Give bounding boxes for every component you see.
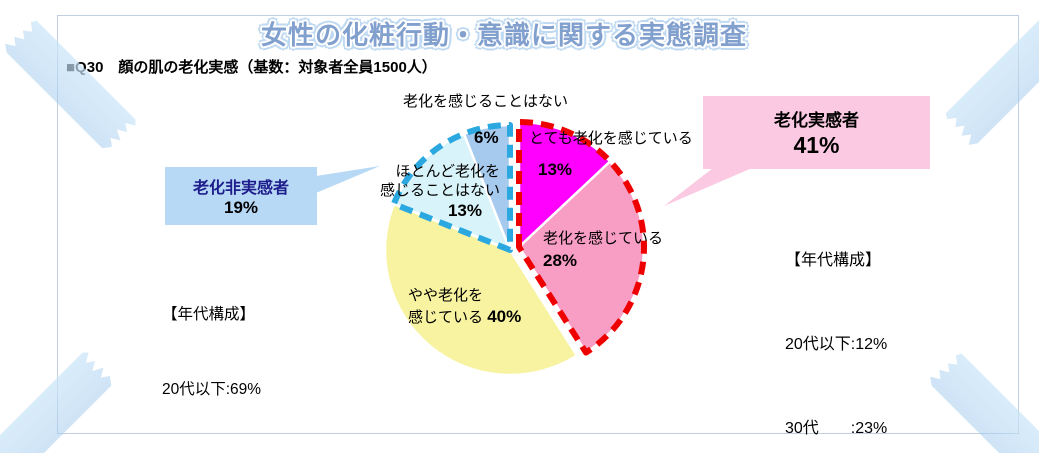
callout-not-aging-title: 老化非実感者 (192, 180, 289, 197)
bubble-tail-not-aging (316, 166, 380, 193)
question-heading: ■Q30 顔の肌の老化実感（基数：対象者全員1500人） (66, 59, 437, 76)
slice-pct-very-aging: 13% (538, 160, 573, 179)
age-row: 20代以下:69% (162, 381, 262, 398)
bubble-tail-aging (664, 168, 752, 206)
slice-label-somewhat-aging: やや老化を 感じている 40% (408, 285, 521, 328)
callout-aging-title: 老化実感者 (774, 111, 859, 130)
page-title: 女性の化粧行動・意識に関する実態調査 (260, 20, 747, 50)
slice-pct-no-aging: 6% (474, 128, 499, 147)
age-row: 20代以下:12% (785, 336, 888, 353)
slice-label-somewhat-aging-line1: やや老化を (408, 287, 484, 304)
group-outline-aging (516, 119, 647, 356)
slice-pct-somewhat-aging: 40% (487, 307, 522, 326)
slice-label-hardly-aging-line1: ほとんど老化を (395, 163, 500, 180)
callout-aging: 老化実感者 41% (703, 96, 930, 169)
age-breakdown-aging: 【年代構成】 20代以下:12% 30代 :23% 40代 :26% 50代以上… (785, 191, 887, 453)
slice-label-feel-aging: 老化を感じている 28% (543, 228, 663, 273)
slice-label-hardly-aging: ほとんど老化を 感じることはない 13% (360, 162, 500, 220)
age-breakdown-not-aging: 【年代構成】 20代以下:69% 30代 :13% 40代 : 8% 50代以上… (162, 252, 261, 453)
callout-not-aging-value: 19% (223, 198, 259, 217)
age-row: 30代 :23% (785, 420, 888, 437)
callout-aging-value: 41% (793, 132, 840, 158)
slice-label-no-aging: 老化を感じることはない (403, 93, 569, 110)
callout-not-aging: 老化非実感者 19% (165, 167, 317, 225)
group-outline-not_aging (390, 122, 513, 253)
slice-label-feel-aging-text: 老化を感じている (543, 230, 664, 247)
age-breakdown-aging-heading: 【年代構成】 (785, 252, 882, 269)
age-breakdown-not-aging-heading: 【年代構成】 (162, 306, 256, 323)
slice-label-somewhat-aging-line2: 感じている 40% (408, 307, 522, 326)
pie-slice-2 (383, 202, 579, 377)
slice-label-hardly-aging-line2: 感じることはない (379, 182, 500, 199)
slice-pct-hardly-aging: 13% (447, 201, 482, 220)
slice-pct-feel-aging: 28% (543, 251, 578, 270)
slice-label-very-aging: とても老化を感じている (529, 130, 693, 147)
